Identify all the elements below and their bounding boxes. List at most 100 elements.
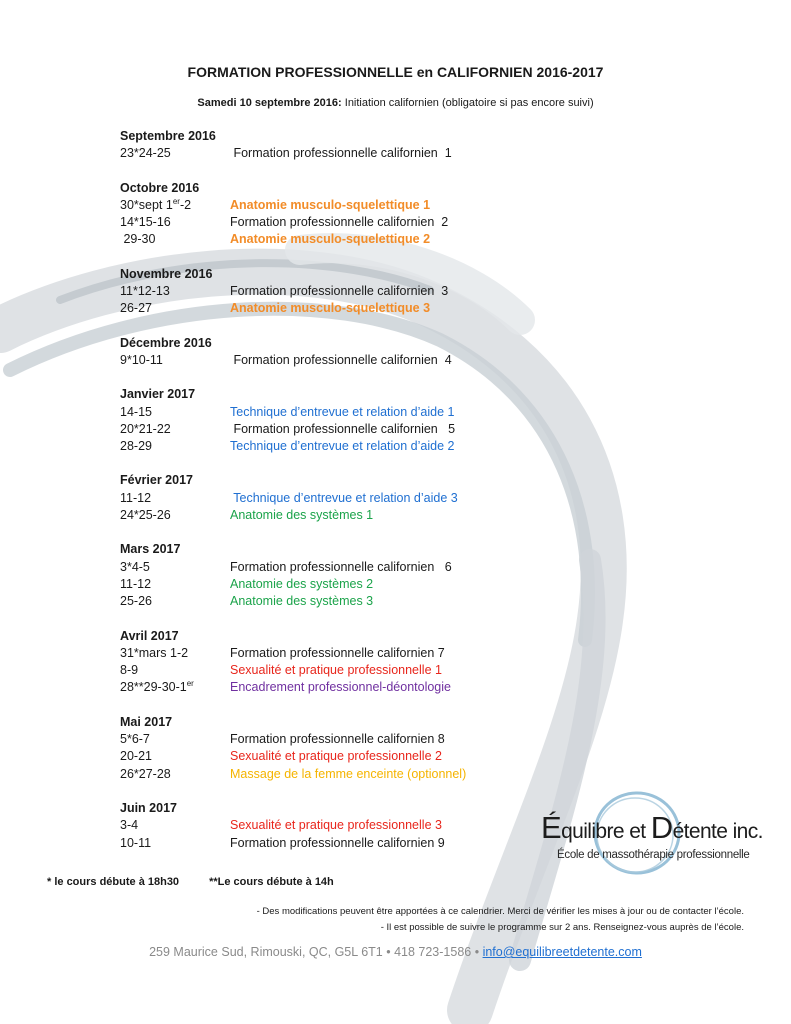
session-dates: 11-12 [120,576,230,593]
month-block: Mai 2017 5*6-7 Formation professionnelle c… [120,714,640,783]
logo-wordmark: Équilibre et Détente inc. [541,810,763,846]
schedule-row: 11*12-13 Formation professionnelle califo… [120,283,640,300]
date-text: 25-26 [120,594,152,609]
schedule-row: 14-15 Technique d’entrevue et relation d’… [120,404,640,421]
month-block: Juin 2017 3-4 Sexualité et pratique profes… [120,800,640,852]
schedule-row: 31*mars 1-2 Formation professionnelle cal… [120,645,640,662]
date-text: 23*24-25 [120,146,171,161]
course-title: Technique d’entrevue et relation d’aide … [230,490,458,505]
course-title: Anatomie musculo-squelettique 1 [230,197,431,212]
schedule-row: 9*10-11 Formation professionnelle califo… [120,352,640,369]
course-title: Anatomie musculo-squelettique 3 [230,301,431,316]
month-heading: Janvier 2017 [120,387,196,402]
schedule-row: 14*15-16 Formation professionnelle califo… [120,214,640,231]
logo-initial-e: É [541,810,562,845]
schedule-row: 11-12 Anatomie des systèmes 2 [120,576,640,593]
schedule: Septembre 2016 23*24-25 Formation profess… [120,128,640,869]
session-dates: 26-27 [120,300,230,317]
month-heading: Septembre 2016 [120,129,216,143]
course-title: Formation professionnelle californien 9 [230,835,445,850]
month-heading: Novembre 2016 [120,266,213,281]
month-heading: Mai 2017 [120,714,173,729]
course-title: Technique d’entrevue et relation d’aide … [230,404,455,419]
session-dates: 3*4-5 [120,559,230,576]
course-title: Anatomie des systèmes 3 [230,594,374,609]
month-heading: Décembre 2016 [120,335,212,350]
course-title: Formation professionnelle californien 2 [230,215,449,230]
course-title: Formation professionnelle californien 4 [230,352,452,367]
subtitle-date: Samedi 10 septembre 2016: [197,97,342,109]
schedule-row: 24*25-26 Anatomie des systèmes 1 [120,507,640,524]
page-title: FORMATION PROFESSIONNELLE en CALIFORNIEN… [187,64,604,80]
address-line: 259 Maurice Sud, Rimouski, QC, G5L 6T1 •… [0,945,791,959]
schedule-row: 5*6-7 Formation professionnelle californi… [120,731,640,748]
session-dates: 11*12-13 [120,283,230,300]
footnotes: * le cours débute à 18h30 **Le cours débu… [47,876,334,888]
schedule-row: 20*21-22 Formation professionnelle calif… [120,421,640,438]
session-dates: 3-4 [120,817,230,834]
session-dates: 14*15-16 [120,214,230,231]
month-block: Février 2017 11-12 Technique d’entrevue e… [120,472,640,524]
course-title: Formation professionnelle californien 5 [230,421,456,436]
date-text: 11-12 [120,490,152,505]
month-block: Janvier 2017 14-15 Technique d’entrevue et… [120,386,640,455]
month-heading: Avril 2017 [120,628,179,643]
course-title: Anatomie des systèmes 1 [230,508,374,523]
date-text: 3*4-5 [120,559,150,574]
session-dates: 30*sept 1er-2 [120,197,230,214]
date-text: 8-9 [120,663,139,678]
session-dates: 8-9 [120,662,230,679]
schedule-row: 26*27-28 Massage de la femme enceinte (op… [120,766,640,783]
logo-word-2: étente inc. [672,820,764,843]
session-dates: 29-30 [120,231,230,248]
month-block: Mars 2017 3*4-5 Formation professionnelle … [120,541,640,610]
school-logo: Équilibre et Détente inc. École de masso… [535,788,765,883]
date-superscript: er [186,679,194,689]
session-dates: 20*21-22 [120,421,230,438]
session-dates: 24*25-26 [120,507,230,524]
session-dates: 11-12 [120,490,230,507]
date-text: 20*21-22 [120,421,171,436]
date-superscript: er [172,196,180,206]
session-dates: 10-11 [120,835,230,852]
date-text: 10-11 [120,835,152,850]
date-text: 30*sept 1 [120,197,173,212]
note-two-years: - Il est possible de suivre le programme… [380,922,744,933]
course-title: Formation professionnelle californien 1 [230,146,452,161]
month-block: Octobre 2016 30*sept 1er-2 Anatomie muscul… [120,180,640,249]
date-text: 26*27-28 [120,766,171,781]
schedule-row: 28-29 Technique d’entrevue et relation d’… [120,438,640,455]
course-title: Formation professionnelle californien 7 [230,645,445,660]
session-dates: 28-29 [120,438,230,455]
logo-word-1: quilibre et [561,820,651,843]
session-dates: 25-26 [120,593,230,610]
session-dates: 31*mars 1-2 [120,645,230,662]
logo-initial-d: D [650,810,673,845]
subtitle: Samedi 10 septembre 2016: Initiation cal… [0,97,791,109]
email-link[interactable]: info@equilibreetdetente.com [482,945,642,959]
date-text: 31*mars 1-2 [120,645,189,660]
schedule-row: 25-26 Anatomie des systèmes 3 [120,593,640,610]
schedule-row: 3*4-5 Formation professionnelle californi… [120,559,640,576]
course-title: Encadrement professionnel-déontologie [230,680,451,695]
course-title: Formation professionnelle californien 3 [230,284,449,299]
date-text: 5*6-7 [120,732,150,747]
schedule-row: 20-21 Sexualité et pratique professionnel… [120,748,640,765]
session-dates: 23*24-25 [120,145,230,162]
date-text: 3-4 [120,818,139,833]
date-suffix: -2 [179,197,192,212]
date-text: 28**29-30-1 [120,680,187,695]
date-text: 11*12-13 [120,284,170,299]
session-dates: 14-15 [120,404,230,421]
session-dates: 20-21 [120,748,230,765]
course-title: Massage de la femme enceinte (optionnel) [230,766,467,781]
schedule-row: 23*24-25 Formation professionnelle calif… [120,145,640,162]
schedule-row: 28**29-30-1er Encadrement professionnel-d… [120,679,640,696]
logo-tagline: École de massothérapie professionnelle [557,849,750,861]
date-text: 29-30 [120,232,156,247]
month-heading: Mars 2017 [120,542,181,557]
session-dates: 26*27-28 [120,766,230,783]
month-heading: Juin 2017 [120,800,177,815]
schedule-row: 8-9 Sexualité et pratique professionnelle… [120,662,640,679]
logo-ring [593,791,681,875]
